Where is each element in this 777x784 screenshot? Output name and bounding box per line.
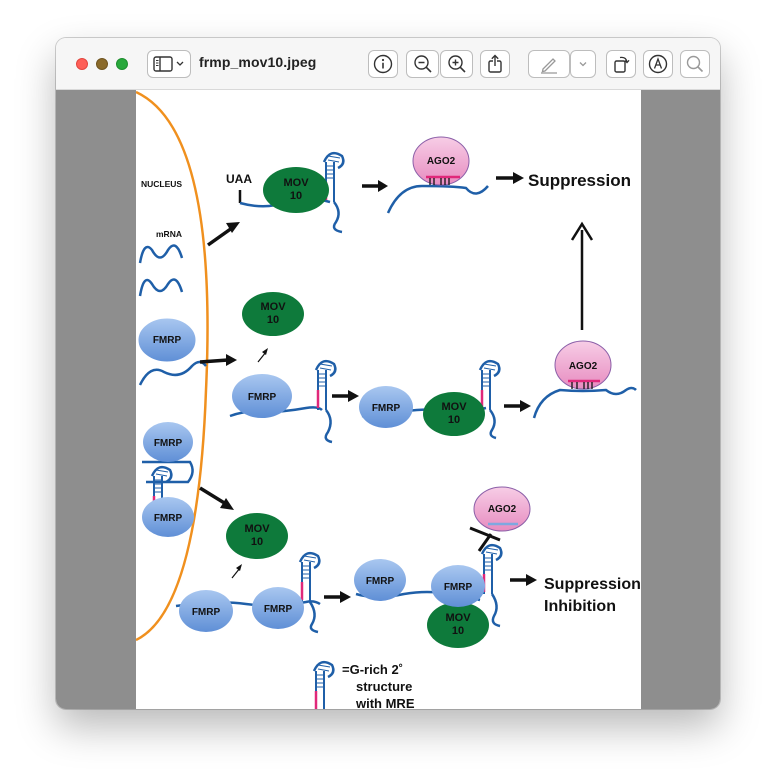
image-page: NUCLEUS mRNA FMRP FMRP FMRP: [136, 90, 641, 709]
arrow-icon: [570, 221, 594, 241]
pencil-icon: [541, 58, 557, 74]
mov10-protein: [226, 513, 288, 559]
fmrp-label: FMRP: [444, 582, 473, 593]
mrna-strand: [138, 244, 184, 264]
chevron-down-icon: [579, 62, 587, 67]
sidebar-icon: [153, 56, 173, 72]
fmrp-label: FMRP: [154, 438, 183, 449]
mrna-strand: [138, 360, 207, 386]
mov10-protein: [263, 167, 329, 213]
arrow-icon: [226, 354, 237, 366]
fmrp-protein: [359, 386, 413, 428]
g-rich-structure: [298, 551, 321, 604]
markup-pencil-button[interactable]: [528, 50, 570, 78]
suppression-inhibition-label: Suppression: [544, 576, 641, 593]
fmrp-protein: [252, 587, 304, 629]
rotate-icon: [614, 56, 630, 73]
sidebar-toggle-button[interactable]: [147, 50, 191, 78]
fmrp-label: FMRP: [264, 604, 293, 615]
markup-toolbar-button[interactable]: [643, 50, 673, 78]
legend-text: with MRE: [355, 696, 415, 709]
nucleus-label: NUCLEUS: [141, 179, 182, 189]
search-button[interactable]: [680, 50, 710, 78]
share-icon: [488, 54, 502, 73]
mrna-strand: [138, 278, 184, 297]
fmrp-label: FMRP: [248, 392, 277, 403]
mrna-strand: [142, 460, 194, 484]
fmrp-label: FMRP: [366, 576, 395, 587]
mov10-label: MOV: [244, 523, 270, 535]
minimize-window-button[interactable]: [96, 58, 108, 70]
ago2-label: AGO2: [569, 361, 598, 372]
ago2-label: AGO2: [488, 504, 517, 515]
rotate-button[interactable]: [606, 50, 636, 78]
fmrp-protein: [143, 422, 193, 462]
zoom-in-button[interactable]: [440, 50, 473, 78]
markup-options-button[interactable]: [570, 50, 596, 78]
arrow-icon: [526, 574, 537, 586]
fmrp-label: FMRP: [192, 607, 221, 618]
mov10-label: 10: [251, 536, 263, 548]
ago2-label: AGO2: [427, 156, 456, 167]
g-rich-structure: [314, 359, 337, 412]
info-button[interactable]: [368, 50, 398, 78]
g-rich-structure: [478, 359, 501, 412]
ago2-protein: [554, 340, 612, 390]
legend-text: =G-rich 2˚: [342, 662, 403, 677]
mov10-label: 10: [290, 190, 302, 202]
mov10-label: MOV: [445, 612, 471, 624]
mrna-strand: [532, 386, 637, 419]
arrow-icon: [348, 390, 359, 402]
zoom-out-icon: [413, 55, 432, 73]
mov10-label: 10: [448, 414, 460, 426]
g-rich-structure-legend: [312, 660, 335, 709]
arrow-icon: [520, 400, 531, 412]
arrow-icon: [378, 180, 388, 192]
mov10-protein: [423, 392, 485, 436]
search-icon: [686, 55, 704, 73]
inhibition-icon: [469, 526, 501, 542]
arrow-icon: [513, 172, 524, 184]
zoom-out-button[interactable]: [406, 50, 439, 78]
fmrp-protein: [232, 374, 292, 418]
mov10-protein: [242, 292, 304, 336]
nucleus-membrane: [136, 90, 209, 642]
markup-icon: [648, 54, 668, 74]
fmrp-label: FMRP: [372, 403, 401, 414]
fmrp-protein: [137, 317, 197, 363]
frmp-mov10-diagram: NUCLEUS mRNA FMRP FMRP FMRP: [136, 90, 641, 709]
title-bar: frmp_mov10.jpeg: [56, 38, 720, 90]
mov10-label: MOV: [283, 177, 309, 189]
mov10-protein: [427, 602, 489, 648]
arrow-icon: [220, 498, 234, 510]
mrna-strand: [386, 184, 489, 214]
ago2-protein: [473, 486, 531, 532]
preview-window: frmp_mov10.jpeg: [56, 38, 720, 709]
fmrp-protein: [431, 565, 485, 607]
suppression-inhibition-label: Inhibition: [544, 598, 616, 615]
suppression-label: Suppression: [528, 171, 631, 190]
arrow-icon: [226, 222, 240, 233]
mov10-label: 10: [267, 314, 279, 326]
image-viewport[interactable]: NUCLEUS mRNA FMRP FMRP FMRP: [56, 90, 720, 709]
fmrp-protein: [179, 590, 233, 632]
legend-text: structure: [356, 679, 412, 694]
maximize-window-button[interactable]: [116, 58, 128, 70]
arrow-icon: [340, 591, 351, 603]
window-title: frmp_mov10.jpeg: [199, 54, 317, 70]
zoom-in-icon: [447, 55, 466, 73]
fmrp-protein: [142, 497, 194, 537]
info-icon: [373, 54, 393, 74]
fmrp-protein: [354, 559, 406, 601]
share-button[interactable]: [480, 50, 510, 78]
chevron-down-icon: [176, 61, 184, 66]
mov10-label: 10: [452, 625, 464, 637]
mov10-label: MOV: [441, 401, 467, 413]
fmrp-label: FMRP: [153, 335, 182, 346]
close-window-button[interactable]: [76, 58, 88, 70]
uaa-label: UAA: [226, 172, 252, 186]
mov10-label: MOV: [260, 301, 286, 313]
fmrp-label: FMRP: [154, 513, 183, 524]
mrna-label: mRNA: [156, 229, 182, 239]
